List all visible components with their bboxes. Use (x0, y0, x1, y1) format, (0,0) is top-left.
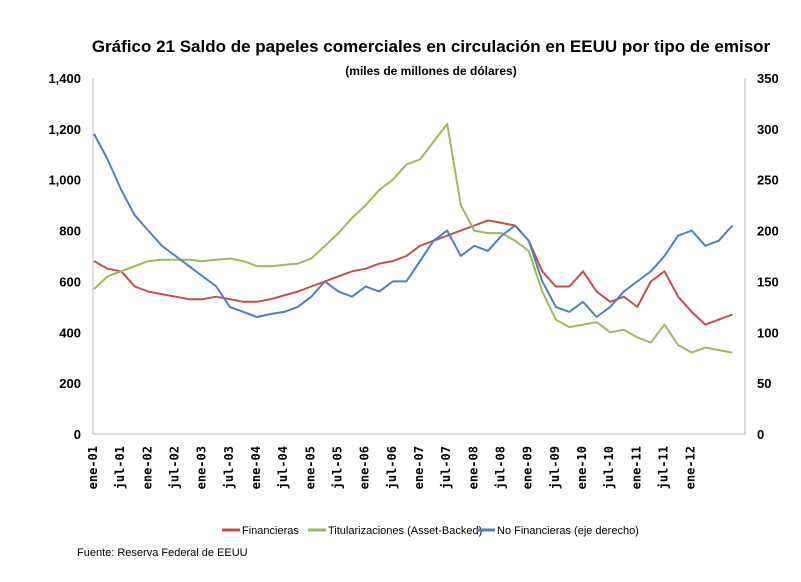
x-tick-label: ene-09 (521, 446, 535, 489)
x-tick-label: jul-09 (548, 446, 562, 489)
x-tick-label: jul-11 (657, 446, 671, 489)
x-tick-label: jul-08 (494, 446, 508, 489)
legend: Financieras Titularizaciones (Asset-Back… (222, 525, 639, 537)
x-tick-label: jul-01 (113, 446, 127, 489)
chart-subtitle: (miles de millones de dólares) (345, 64, 516, 78)
x-tick-label: ene-12 (684, 446, 698, 489)
source-note: Fuente: Reserva Federal de EEUU (77, 547, 248, 559)
series-line-1 (93, 122, 733, 354)
x-tick-label: ene-01 (86, 446, 100, 489)
y-right-tick-label: 150 (757, 274, 779, 289)
y-right-tick-label: 200 (757, 224, 779, 239)
x-tick-label: ene-10 (575, 446, 589, 489)
chart-title: Gráfico 21 Saldo de papeles comerciales … (92, 37, 771, 56)
y-right-tick-label: 350 (757, 71, 779, 86)
series-line-2 (93, 133, 734, 318)
x-tick-label: ene-02 (140, 446, 154, 489)
y-right-tick-label: 0 (757, 427, 764, 442)
x-tick-label: jul-04 (276, 446, 290, 489)
y-left-tick-label: 200 (59, 376, 81, 391)
y-left-tick-label: 0 (74, 427, 81, 442)
y-left-tick-label: 400 (59, 325, 81, 340)
x-tick-label: ene-04 (249, 446, 263, 489)
x-tick-label: ene-03 (195, 446, 209, 489)
y-right-tick-label: 100 (757, 325, 779, 340)
x-tick-label: jul-10 (602, 446, 616, 489)
x-tick-label: ene-06 (358, 446, 372, 489)
legend-label-no-financieras: No Financieras (eje derecho) (497, 525, 639, 537)
x-tick-label: jul-02 (168, 446, 182, 489)
x-tick-label: jul-06 (385, 446, 399, 489)
y-left-tick-label: 1,400 (48, 71, 81, 86)
legend-label-financieras: Financieras (242, 525, 299, 537)
x-tick-label: jul-05 (331, 446, 345, 489)
x-tick-label: ene-11 (629, 446, 643, 489)
x-tick-label: ene-08 (466, 446, 480, 489)
x-tick-label: jul-07 (439, 446, 453, 489)
x-tick-label: ene-07 (412, 446, 426, 489)
y-left-tick-label: 800 (59, 224, 81, 239)
x-tick-label: jul-03 (222, 446, 236, 489)
y-right-tick-label: 250 (757, 173, 779, 188)
y-right-tick-label: 50 (757, 376, 771, 391)
series-line-0 (93, 219, 733, 326)
legend-label-titularizaciones: Titularizaciones (Asset-Backed) (328, 525, 482, 537)
y-right-tick-label: 300 (757, 122, 779, 137)
x-tick-label: ene-05 (303, 446, 317, 489)
y-left-tick-label: 1,200 (48, 122, 81, 137)
y-left-tick-label: 600 (59, 274, 81, 289)
y-left-tick-label: 1,000 (48, 173, 81, 188)
